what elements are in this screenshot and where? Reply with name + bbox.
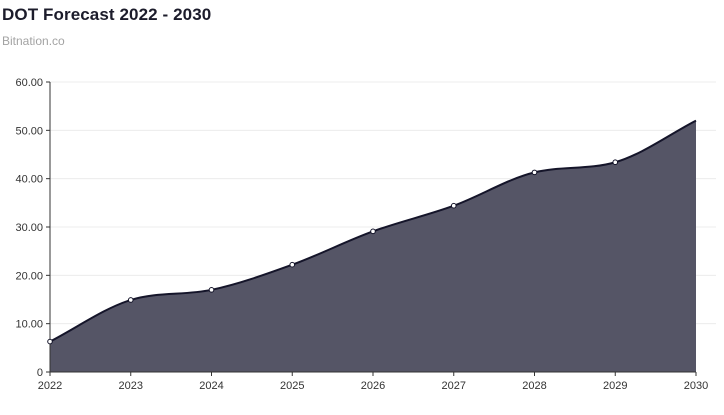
x-tick-label: 2022 [38, 380, 62, 392]
data-point[interactable] [47, 338, 53, 345]
x-axis-ticks: 2022 2023 2024 2025 2026 2027 2028 2029 2030 [38, 372, 708, 392]
y-tick-label: 40.00 [15, 174, 43, 186]
data-point[interactable] [289, 261, 296, 268]
y-tick-label: 50.00 [15, 125, 43, 137]
area-fill [50, 120, 696, 373]
chart-subtitle: Bitnation.co [2, 34, 65, 48]
y-tick-label: 0 [37, 367, 43, 379]
data-point[interactable] [370, 228, 376, 235]
data-point[interactable] [612, 159, 619, 166]
y-tick-label: 20.00 [15, 270, 43, 282]
x-tick-label: 2030 [684, 380, 708, 392]
x-tick-label: 2026 [361, 380, 385, 392]
x-tick-label: 2023 [119, 380, 143, 392]
y-tick-label: 30.00 [15, 222, 43, 234]
x-tick-label: 2029 [603, 380, 627, 392]
chart-title: DOT Forecast 2022 - 2030 [2, 5, 212, 24]
x-tick-label: 2027 [442, 380, 466, 392]
data-point[interactable] [531, 169, 538, 176]
data-point[interactable] [208, 287, 215, 293]
y-tick-label: 60.00 [15, 77, 43, 89]
y-axis-ticks: 0 10.00 20.00 30.00 40.00 50.00 60.00 [15, 77, 50, 379]
x-tick-label: 2024 [199, 380, 223, 392]
data-point[interactable] [127, 297, 134, 303]
x-tick-label: 2025 [280, 380, 304, 392]
data-points [47, 159, 619, 345]
data-point[interactable] [450, 202, 457, 209]
y-tick-label: 10.00 [15, 319, 43, 331]
x-tick-label: 2028 [522, 380, 546, 392]
